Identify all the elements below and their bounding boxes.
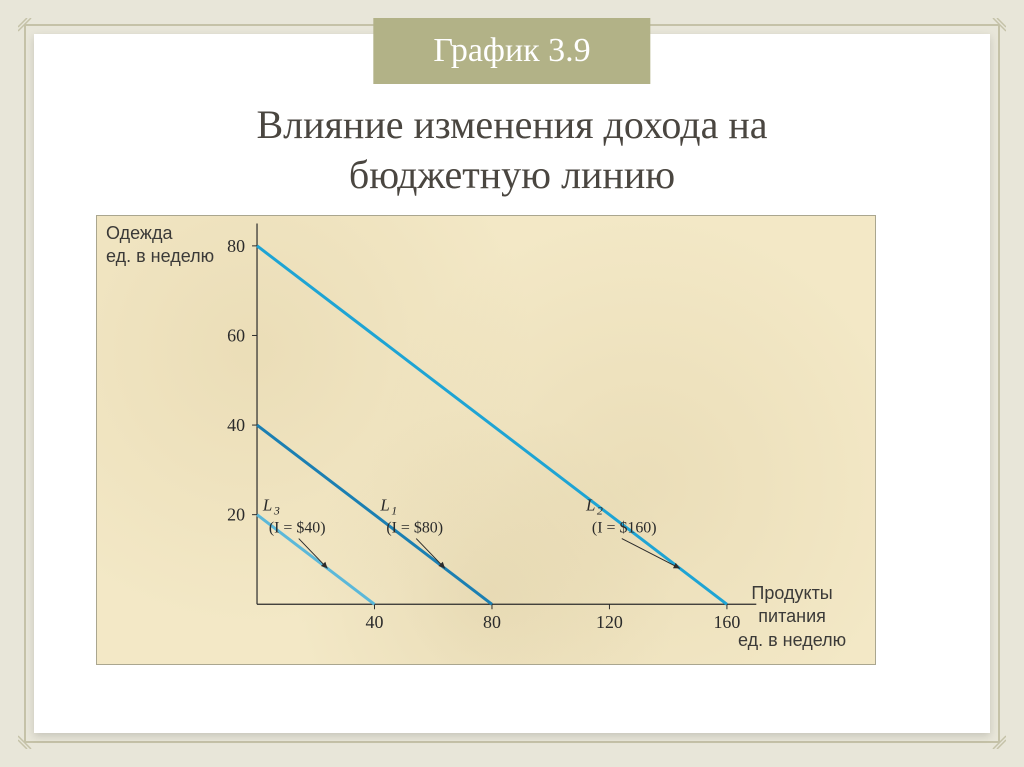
corner-deco-bl <box>18 731 36 749</box>
x-tick-label: 40 <box>366 612 384 632</box>
x-tick-label: 160 <box>713 612 740 632</box>
x-axis-label-line1: Продукты <box>751 583 832 603</box>
income-label-L3: (I = $40) <box>269 520 326 537</box>
y-axis-label: Одежда ед. в неделю <box>106 222 214 269</box>
corner-deco-tl <box>18 18 36 36</box>
corner-deco-tr <box>988 18 1006 36</box>
x-tick-label: 120 <box>596 612 623 632</box>
heading-line1: Влияние изменения дохода на <box>256 102 767 147</box>
page-title: Влияние изменения дохода на бюджетную ли… <box>0 100 1024 200</box>
y-tick-label: 40 <box>227 415 245 435</box>
line-label-L3: L <box>262 496 272 515</box>
x-tick-label: 80 <box>483 612 501 632</box>
budget-line-L2 <box>257 246 727 604</box>
x-axis-label: Продукты питания ед. в неделю <box>738 582 846 652</box>
line-label-sub-L3: 3 <box>273 504 280 518</box>
y-axis-label-line2: ед. в неделю <box>106 246 214 266</box>
line-label-L1: L <box>379 496 389 515</box>
corner-deco-br <box>988 731 1006 749</box>
income-label-L1: (I = $80) <box>386 520 443 537</box>
budget-line-L1 <box>257 425 492 604</box>
y-tick-label: 20 <box>227 505 245 525</box>
arrow-L2 <box>622 539 680 569</box>
x-axis-label-line2: питания <box>758 606 826 626</box>
y-tick-label: 60 <box>227 325 245 345</box>
banner-text: График 3.9 <box>433 32 590 69</box>
line-label-sub-L1: 1 <box>391 504 397 518</box>
line-label-sub-L2: 2 <box>597 504 603 518</box>
line-label-L2: L <box>585 496 595 515</box>
y-tick-label: 80 <box>227 236 245 256</box>
heading-line2: бюджетную линию <box>349 152 675 197</box>
title-banner: График 3.9 <box>373 18 650 84</box>
income-label-L2: (I = $160) <box>592 520 657 537</box>
y-axis-label-line1: Одежда <box>106 223 172 243</box>
x-axis-label-line3: ед. в неделю <box>738 630 846 650</box>
